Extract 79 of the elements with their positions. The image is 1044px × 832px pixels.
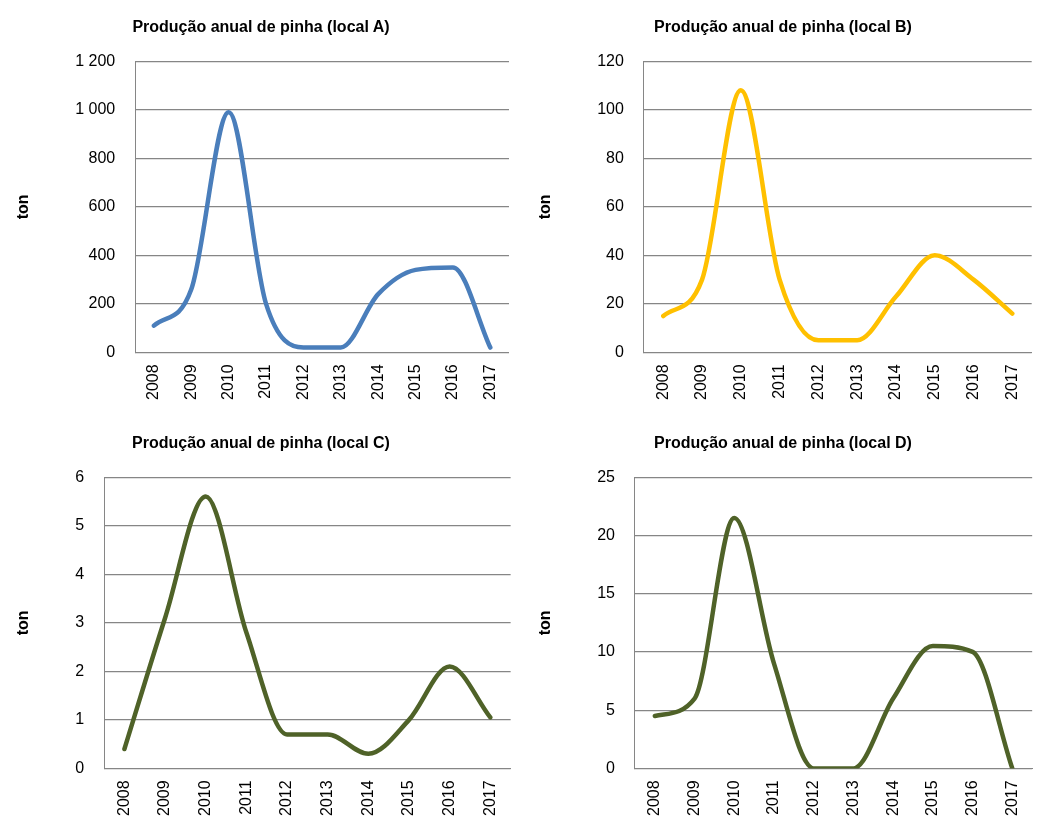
x-tick-label: 2011 — [256, 364, 274, 399]
x-tick-label: 2015 — [405, 364, 423, 400]
x-tick-label: 2010 — [219, 364, 237, 400]
chart-title: Produção anual de pinha (local D) — [654, 434, 912, 452]
y-tick-label: 25 — [597, 467, 616, 485]
x-tick-label: 2013 — [847, 364, 865, 400]
y-axis-title: ton — [14, 610, 32, 636]
x-tick-label: 2016 — [962, 780, 980, 816]
x-tick-label: 2010 — [196, 780, 214, 816]
y-tick-label: 3 — [75, 613, 85, 631]
x-tick-label: 2017 — [1002, 364, 1020, 400]
line-series — [151, 109, 493, 350]
x-tick-label: 2015 — [925, 364, 943, 400]
x-tick-label: 2008 — [653, 364, 671, 400]
y-tick-label: 0 — [106, 342, 116, 360]
y-tick-label: 15 — [597, 584, 616, 602]
chart-title: Produção anual de pinha (local A) — [132, 18, 390, 36]
y-tick-label: 800 — [88, 148, 116, 166]
x-tick-label: 2009 — [155, 780, 173, 816]
y-axis-title: ton — [536, 610, 554, 636]
x-tick-label: 2008 — [144, 364, 162, 400]
y-tick-label: 20 — [606, 294, 624, 312]
x-tick-label: 2015 — [399, 780, 417, 816]
y-tick-label: 100 — [597, 100, 624, 118]
chart-title: Produção anual de pinha (local C) — [132, 434, 390, 452]
x-tick-label: 2013 — [318, 780, 336, 816]
y-tick-label: 0 — [606, 758, 616, 776]
y-tick-label: 6 — [75, 467, 85, 485]
x-tick-label: 2013 — [331, 364, 349, 400]
x-tick-label: 2008 — [645, 780, 663, 816]
x-tick-label: 2014 — [886, 364, 904, 400]
y-tick-label: 20 — [597, 525, 616, 543]
y-axis-title: ton — [14, 194, 32, 220]
y-tick-label: 4 — [75, 564, 85, 582]
y-tick-label: 40 — [606, 245, 624, 263]
y-tick-label: 0 — [75, 758, 85, 776]
x-tick-label: 2008 — [114, 780, 132, 816]
x-tick-label: 2013 — [843, 780, 861, 816]
x-tick-label: 2016 — [440, 780, 458, 816]
x-tick-label: 2012 — [808, 364, 826, 400]
line-series — [661, 88, 1015, 343]
x-tick-label: 2011 — [764, 780, 782, 815]
line-series — [122, 494, 493, 757]
y-tick-label: 60 — [606, 197, 624, 215]
x-tick-label: 2014 — [358, 780, 376, 816]
y-tick-label: 0 — [614, 342, 624, 360]
x-tick-label: 2016 — [443, 364, 461, 400]
y-tick-label: 400 — [88, 245, 116, 263]
x-tick-label: 2009 — [181, 364, 199, 400]
y-tick-label: 10 — [597, 642, 616, 660]
y-tick-label: 600 — [88, 197, 116, 215]
x-tick-label: 2017 — [1002, 780, 1020, 816]
y-tick-label: 5 — [606, 700, 616, 718]
x-tick-label: 2015 — [923, 780, 941, 816]
x-tick-label: 2014 — [368, 364, 386, 400]
x-tick-label: 2016 — [963, 364, 981, 400]
x-tick-label: 2010 — [724, 780, 742, 816]
x-tick-label: 2017 — [480, 364, 498, 400]
x-tick-label: 2009 — [692, 364, 710, 400]
y-tick-label: 80 — [606, 148, 624, 166]
x-tick-label: 2014 — [883, 780, 901, 816]
x-tick-label: 2012 — [293, 364, 311, 400]
y-tick-label: 1 000 — [75, 100, 116, 118]
x-tick-label: 2011 — [236, 780, 254, 815]
x-tick-label: 2012 — [804, 780, 822, 816]
x-tick-label: 2012 — [277, 780, 295, 816]
line-series — [652, 515, 1015, 769]
x-tick-label: 2017 — [480, 780, 498, 816]
y-tick-label: 200 — [88, 294, 116, 312]
y-tick-label: 2 — [75, 661, 85, 679]
x-tick-label: 2011 — [770, 364, 788, 399]
y-tick-label: 5 — [75, 516, 85, 534]
y-tick-label: 120 — [597, 51, 624, 69]
y-tick-label: 1 — [75, 710, 85, 728]
x-tick-label: 2010 — [731, 364, 749, 400]
y-tick-label: 1 200 — [75, 51, 116, 69]
x-tick-label: 2009 — [684, 780, 702, 816]
chart-title: Produção anual de pinha (local B) — [654, 18, 912, 36]
y-axis-title: ton — [536, 194, 554, 220]
